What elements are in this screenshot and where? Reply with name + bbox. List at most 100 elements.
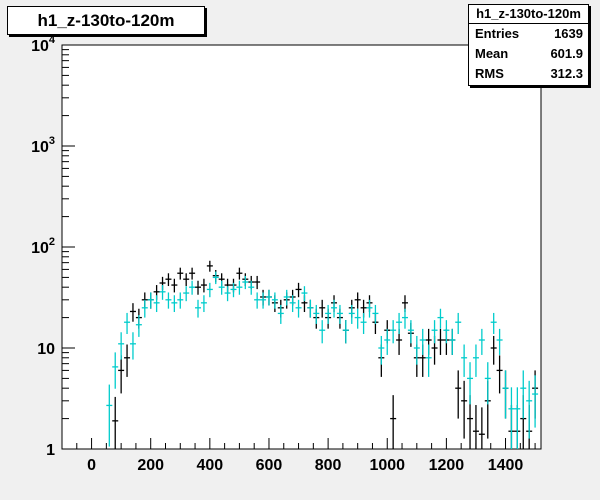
data-point: [472, 405, 479, 449]
data-point: [295, 282, 302, 298]
data-point: [401, 308, 408, 329]
data-point: [183, 286, 190, 302]
data-point: [206, 282, 213, 298]
x-tick-label: 1400: [488, 457, 524, 474]
data-point: [532, 375, 539, 428]
data-point: [271, 292, 278, 309]
data-point: [437, 328, 444, 355]
data-point: [141, 299, 148, 318]
data-point: [461, 380, 468, 439]
data-point: [289, 295, 296, 313]
y-tick-label: 102: [31, 236, 55, 257]
data-point: [313, 304, 320, 324]
data-point: [413, 335, 420, 365]
data-point: [467, 362, 474, 405]
data-point: [407, 320, 414, 344]
data-point: [455, 370, 462, 419]
data-point: [526, 380, 533, 439]
y-tick-label: 1: [46, 442, 55, 459]
stats-value: 312.3: [550, 66, 583, 81]
data-point: [455, 312, 462, 335]
data-point: [129, 332, 136, 360]
data-point: [396, 312, 403, 335]
data-point: [390, 395, 397, 449]
plot-frame: [61, 44, 542, 450]
data-point: [254, 275, 261, 290]
data-point: [366, 299, 373, 318]
data-point: [112, 396, 119, 449]
data-point: [508, 387, 515, 449]
data-point: [384, 328, 391, 355]
y-tick-label: 103: [31, 135, 55, 156]
x-tick-label: 1000: [369, 457, 405, 474]
data-point: [372, 304, 379, 324]
histogram-title-text: h1_z-130to-120m: [37, 10, 175, 30]
data-point: [171, 278, 178, 293]
data-point: [443, 320, 450, 344]
data-point: [336, 304, 343, 324]
data-point: [112, 352, 119, 389]
stats-title: h1_z-130to-120m: [469, 5, 588, 24]
stats-label: Entries: [475, 26, 520, 41]
data-point: [147, 292, 154, 309]
stats-value: 601.9: [550, 46, 583, 61]
y-tick-label: 10: [37, 341, 55, 358]
data-point: [254, 292, 261, 309]
data-point: [437, 308, 444, 329]
data-point: [189, 267, 196, 280]
x-tick-label: 0: [87, 457, 96, 474]
x-tick-label: 200: [137, 457, 164, 474]
data-point: [206, 260, 213, 272]
data-point: [461, 344, 468, 377]
data-point: [165, 292, 172, 309]
data-point: [419, 328, 426, 355]
data-point: [514, 387, 521, 449]
data-point: [177, 292, 184, 309]
data-point: [159, 285, 166, 300]
data-point: [502, 370, 509, 419]
data-point: [242, 275, 249, 290]
stats-row-entries: Entries 1639: [469, 24, 588, 44]
data-point: [230, 282, 237, 298]
data-point: [319, 320, 326, 344]
data-point: [265, 289, 272, 306]
histogram-title: h1_z-130to-120m: [7, 6, 205, 35]
stats-label: RMS: [475, 66, 504, 81]
data-point: [354, 292, 361, 309]
data-point: [200, 278, 207, 293]
data-point: [390, 320, 397, 344]
data-point: [118, 355, 125, 394]
data-point: [236, 280, 243, 295]
data-point: [106, 384, 113, 447]
data-point: [307, 299, 314, 318]
data-point: [118, 332, 125, 360]
data-point: [319, 299, 326, 318]
data-point: [478, 407, 485, 449]
data-series: [106, 260, 539, 449]
data-point: [171, 295, 178, 313]
stats-value: 1639: [554, 26, 583, 41]
stats-label: Mean: [475, 46, 509, 61]
data-point: [129, 303, 136, 322]
data-point: [472, 344, 479, 377]
data-point: [135, 315, 142, 337]
data-point: [348, 304, 355, 324]
data-point: [378, 335, 385, 365]
data-point: [354, 308, 361, 329]
axes: 0 200 400 600 800 1000 1200 1400 1 10 102 103 104: [31, 34, 536, 474]
data-point: [195, 299, 202, 318]
y-tick-label: 104: [31, 34, 56, 55]
x-tick-label: 400: [196, 457, 223, 474]
data-point: [218, 280, 225, 295]
data-point: [200, 295, 207, 313]
data-point: [124, 312, 131, 335]
data-point: [153, 295, 160, 313]
data-point: [425, 344, 432, 377]
data-point: [490, 335, 497, 365]
data-point: [490, 312, 497, 335]
data-point: [277, 304, 284, 324]
data-point: [283, 289, 290, 306]
stats-row-mean: Mean 601.9: [469, 44, 588, 64]
series-1: [106, 271, 539, 449]
